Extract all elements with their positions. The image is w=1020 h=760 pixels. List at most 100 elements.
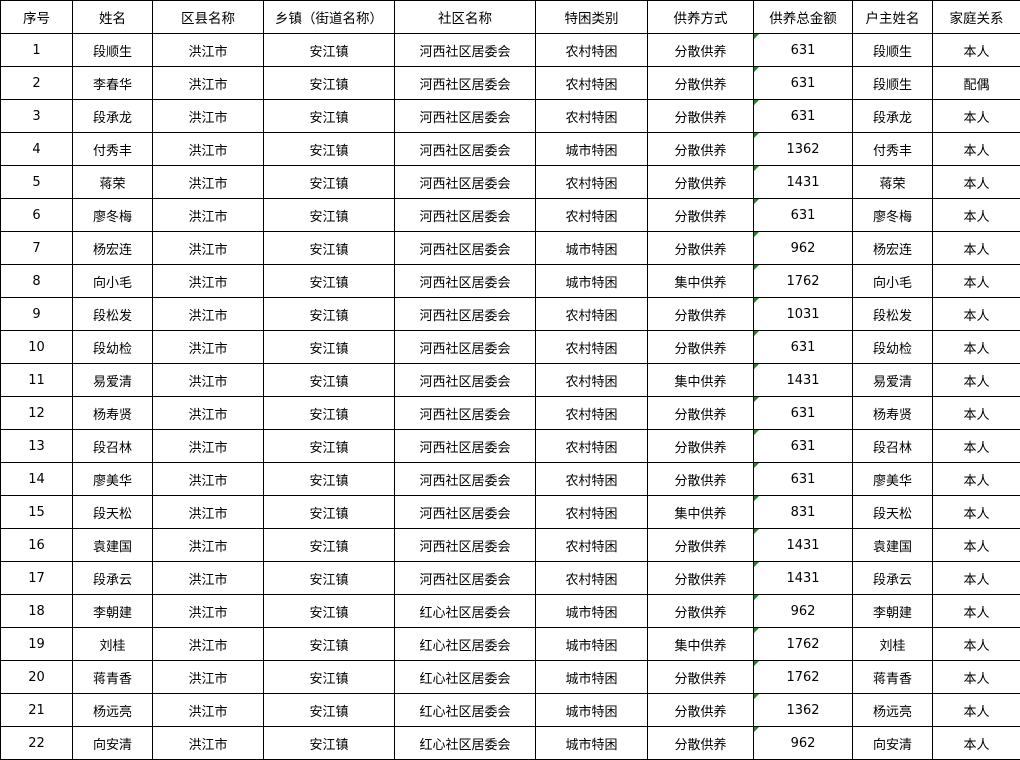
cell-relation[interactable]: 本人 xyxy=(932,660,1020,694)
cell-seq[interactable]: 6 xyxy=(0,198,73,232)
cell-relation[interactable]: 本人 xyxy=(932,462,1020,496)
cell-community[interactable]: 河西社区居委会 xyxy=(394,297,536,331)
cell-town[interactable]: 安江镇 xyxy=(263,66,395,100)
cell-amount[interactable]: 631 xyxy=(753,330,853,364)
cell-town[interactable]: 安江镇 xyxy=(263,33,395,67)
cell-relation[interactable]: 本人 xyxy=(932,627,1020,661)
cell-community[interactable]: 红心社区居委会 xyxy=(394,627,536,661)
cell-district[interactable]: 洪江市 xyxy=(152,429,264,463)
cell-relation[interactable]: 本人 xyxy=(932,528,1020,562)
cell-district[interactable]: 洪江市 xyxy=(152,297,264,331)
cell-relation[interactable]: 配偶 xyxy=(932,66,1020,100)
cell-district[interactable]: 洪江市 xyxy=(152,33,264,67)
cell-support-mode[interactable]: 分散供养 xyxy=(647,561,754,595)
cell-seq[interactable]: 16 xyxy=(0,528,73,562)
cell-amount[interactable]: 962 xyxy=(753,594,853,628)
cell-support-mode[interactable]: 分散供养 xyxy=(647,297,754,331)
cell-amount[interactable]: 962 xyxy=(753,231,853,265)
cell-name[interactable]: 蒋青香 xyxy=(72,660,153,694)
cell-relation[interactable]: 本人 xyxy=(932,363,1020,397)
cell-community[interactable]: 河西社区居委会 xyxy=(394,396,536,430)
cell-relation[interactable]: 本人 xyxy=(932,561,1020,595)
cell-town[interactable]: 安江镇 xyxy=(263,693,395,727)
cell-category[interactable]: 农村特困 xyxy=(535,33,648,67)
cell-householder[interactable]: 段幼检 xyxy=(852,330,933,364)
cell-seq[interactable]: 22 xyxy=(0,726,73,760)
cell-amount[interactable]: 1431 xyxy=(753,528,853,562)
cell-householder[interactable]: 易爱清 xyxy=(852,363,933,397)
cell-district[interactable]: 洪江市 xyxy=(152,198,264,232)
cell-category[interactable]: 农村特困 xyxy=(535,528,648,562)
cell-name[interactable]: 付秀丰 xyxy=(72,132,153,166)
cell-town[interactable]: 安江镇 xyxy=(263,594,395,628)
cell-seq[interactable]: 13 xyxy=(0,429,73,463)
cell-town[interactable]: 安江镇 xyxy=(263,132,395,166)
cell-town[interactable]: 安江镇 xyxy=(263,165,395,199)
cell-town[interactable]: 安江镇 xyxy=(263,429,395,463)
cell-district[interactable]: 洪江市 xyxy=(152,396,264,430)
cell-householder[interactable]: 向安清 xyxy=(852,726,933,760)
cell-relation[interactable]: 本人 xyxy=(932,726,1020,760)
cell-category[interactable]: 城市特困 xyxy=(535,693,648,727)
cell-householder[interactable]: 段承龙 xyxy=(852,99,933,133)
cell-community[interactable]: 河西社区居委会 xyxy=(394,99,536,133)
cell-relation[interactable]: 本人 xyxy=(932,231,1020,265)
cell-relation[interactable]: 本人 xyxy=(932,693,1020,727)
cell-seq[interactable]: 4 xyxy=(0,132,73,166)
cell-community[interactable]: 河西社区居委会 xyxy=(394,528,536,562)
cell-name[interactable]: 易爱清 xyxy=(72,363,153,397)
cell-relation[interactable]: 本人 xyxy=(932,429,1020,463)
cell-category[interactable]: 农村特困 xyxy=(535,297,648,331)
cell-town[interactable]: 安江镇 xyxy=(263,561,395,595)
cell-amount[interactable]: 631 xyxy=(753,99,853,133)
cell-community[interactable]: 红心社区居委会 xyxy=(394,660,536,694)
cell-community[interactable]: 河西社区居委会 xyxy=(394,33,536,67)
cell-category[interactable]: 农村特困 xyxy=(535,198,648,232)
cell-amount[interactable]: 1431 xyxy=(753,363,853,397)
cell-community[interactable]: 河西社区居委会 xyxy=(394,66,536,100)
cell-relation[interactable]: 本人 xyxy=(932,165,1020,199)
cell-district[interactable]: 洪江市 xyxy=(152,264,264,298)
cell-name[interactable]: 向小毛 xyxy=(72,264,153,298)
cell-amount[interactable]: 831 xyxy=(753,495,853,529)
cell-amount[interactable]: 631 xyxy=(753,66,853,100)
cell-name[interactable]: 段天松 xyxy=(72,495,153,529)
cell-seq[interactable]: 5 xyxy=(0,165,73,199)
cell-householder[interactable]: 杨宏连 xyxy=(852,231,933,265)
cell-support-mode[interactable]: 分散供养 xyxy=(647,198,754,232)
cell-district[interactable]: 洪江市 xyxy=(152,561,264,595)
cell-category[interactable]: 城市特困 xyxy=(535,264,648,298)
cell-householder[interactable]: 杨远亮 xyxy=(852,693,933,727)
cell-seq[interactable]: 2 xyxy=(0,66,73,100)
cell-seq[interactable]: 9 xyxy=(0,297,73,331)
cell-support-mode[interactable]: 集中供养 xyxy=(647,264,754,298)
cell-community[interactable]: 红心社区居委会 xyxy=(394,693,536,727)
cell-householder[interactable]: 段召林 xyxy=(852,429,933,463)
cell-name[interactable]: 蒋荣 xyxy=(72,165,153,199)
cell-district[interactable]: 洪江市 xyxy=(152,99,264,133)
cell-householder[interactable]: 付秀丰 xyxy=(852,132,933,166)
cell-town[interactable]: 安江镇 xyxy=(263,462,395,496)
cell-support-mode[interactable]: 分散供养 xyxy=(647,693,754,727)
cell-householder[interactable]: 段顺生 xyxy=(852,66,933,100)
cell-seq[interactable]: 8 xyxy=(0,264,73,298)
cell-seq[interactable]: 14 xyxy=(0,462,73,496)
cell-seq[interactable]: 17 xyxy=(0,561,73,595)
cell-householder[interactable]: 廖冬梅 xyxy=(852,198,933,232)
cell-support-mode[interactable]: 分散供养 xyxy=(647,462,754,496)
cell-name[interactable]: 段松发 xyxy=(72,297,153,331)
cell-seq[interactable]: 11 xyxy=(0,363,73,397)
cell-district[interactable]: 洪江市 xyxy=(152,66,264,100)
cell-community[interactable]: 红心社区居委会 xyxy=(394,594,536,628)
cell-community[interactable]: 河西社区居委会 xyxy=(394,165,536,199)
cell-district[interactable]: 洪江市 xyxy=(152,660,264,694)
cell-amount[interactable]: 631 xyxy=(753,462,853,496)
cell-householder[interactable]: 向小毛 xyxy=(852,264,933,298)
cell-amount[interactable]: 962 xyxy=(753,726,853,760)
cell-relation[interactable]: 本人 xyxy=(932,33,1020,67)
cell-householder[interactable]: 李朝建 xyxy=(852,594,933,628)
cell-category[interactable]: 农村特困 xyxy=(535,396,648,430)
cell-seq[interactable]: 15 xyxy=(0,495,73,529)
cell-seq[interactable]: 3 xyxy=(0,99,73,133)
cell-support-mode[interactable]: 分散供养 xyxy=(647,165,754,199)
